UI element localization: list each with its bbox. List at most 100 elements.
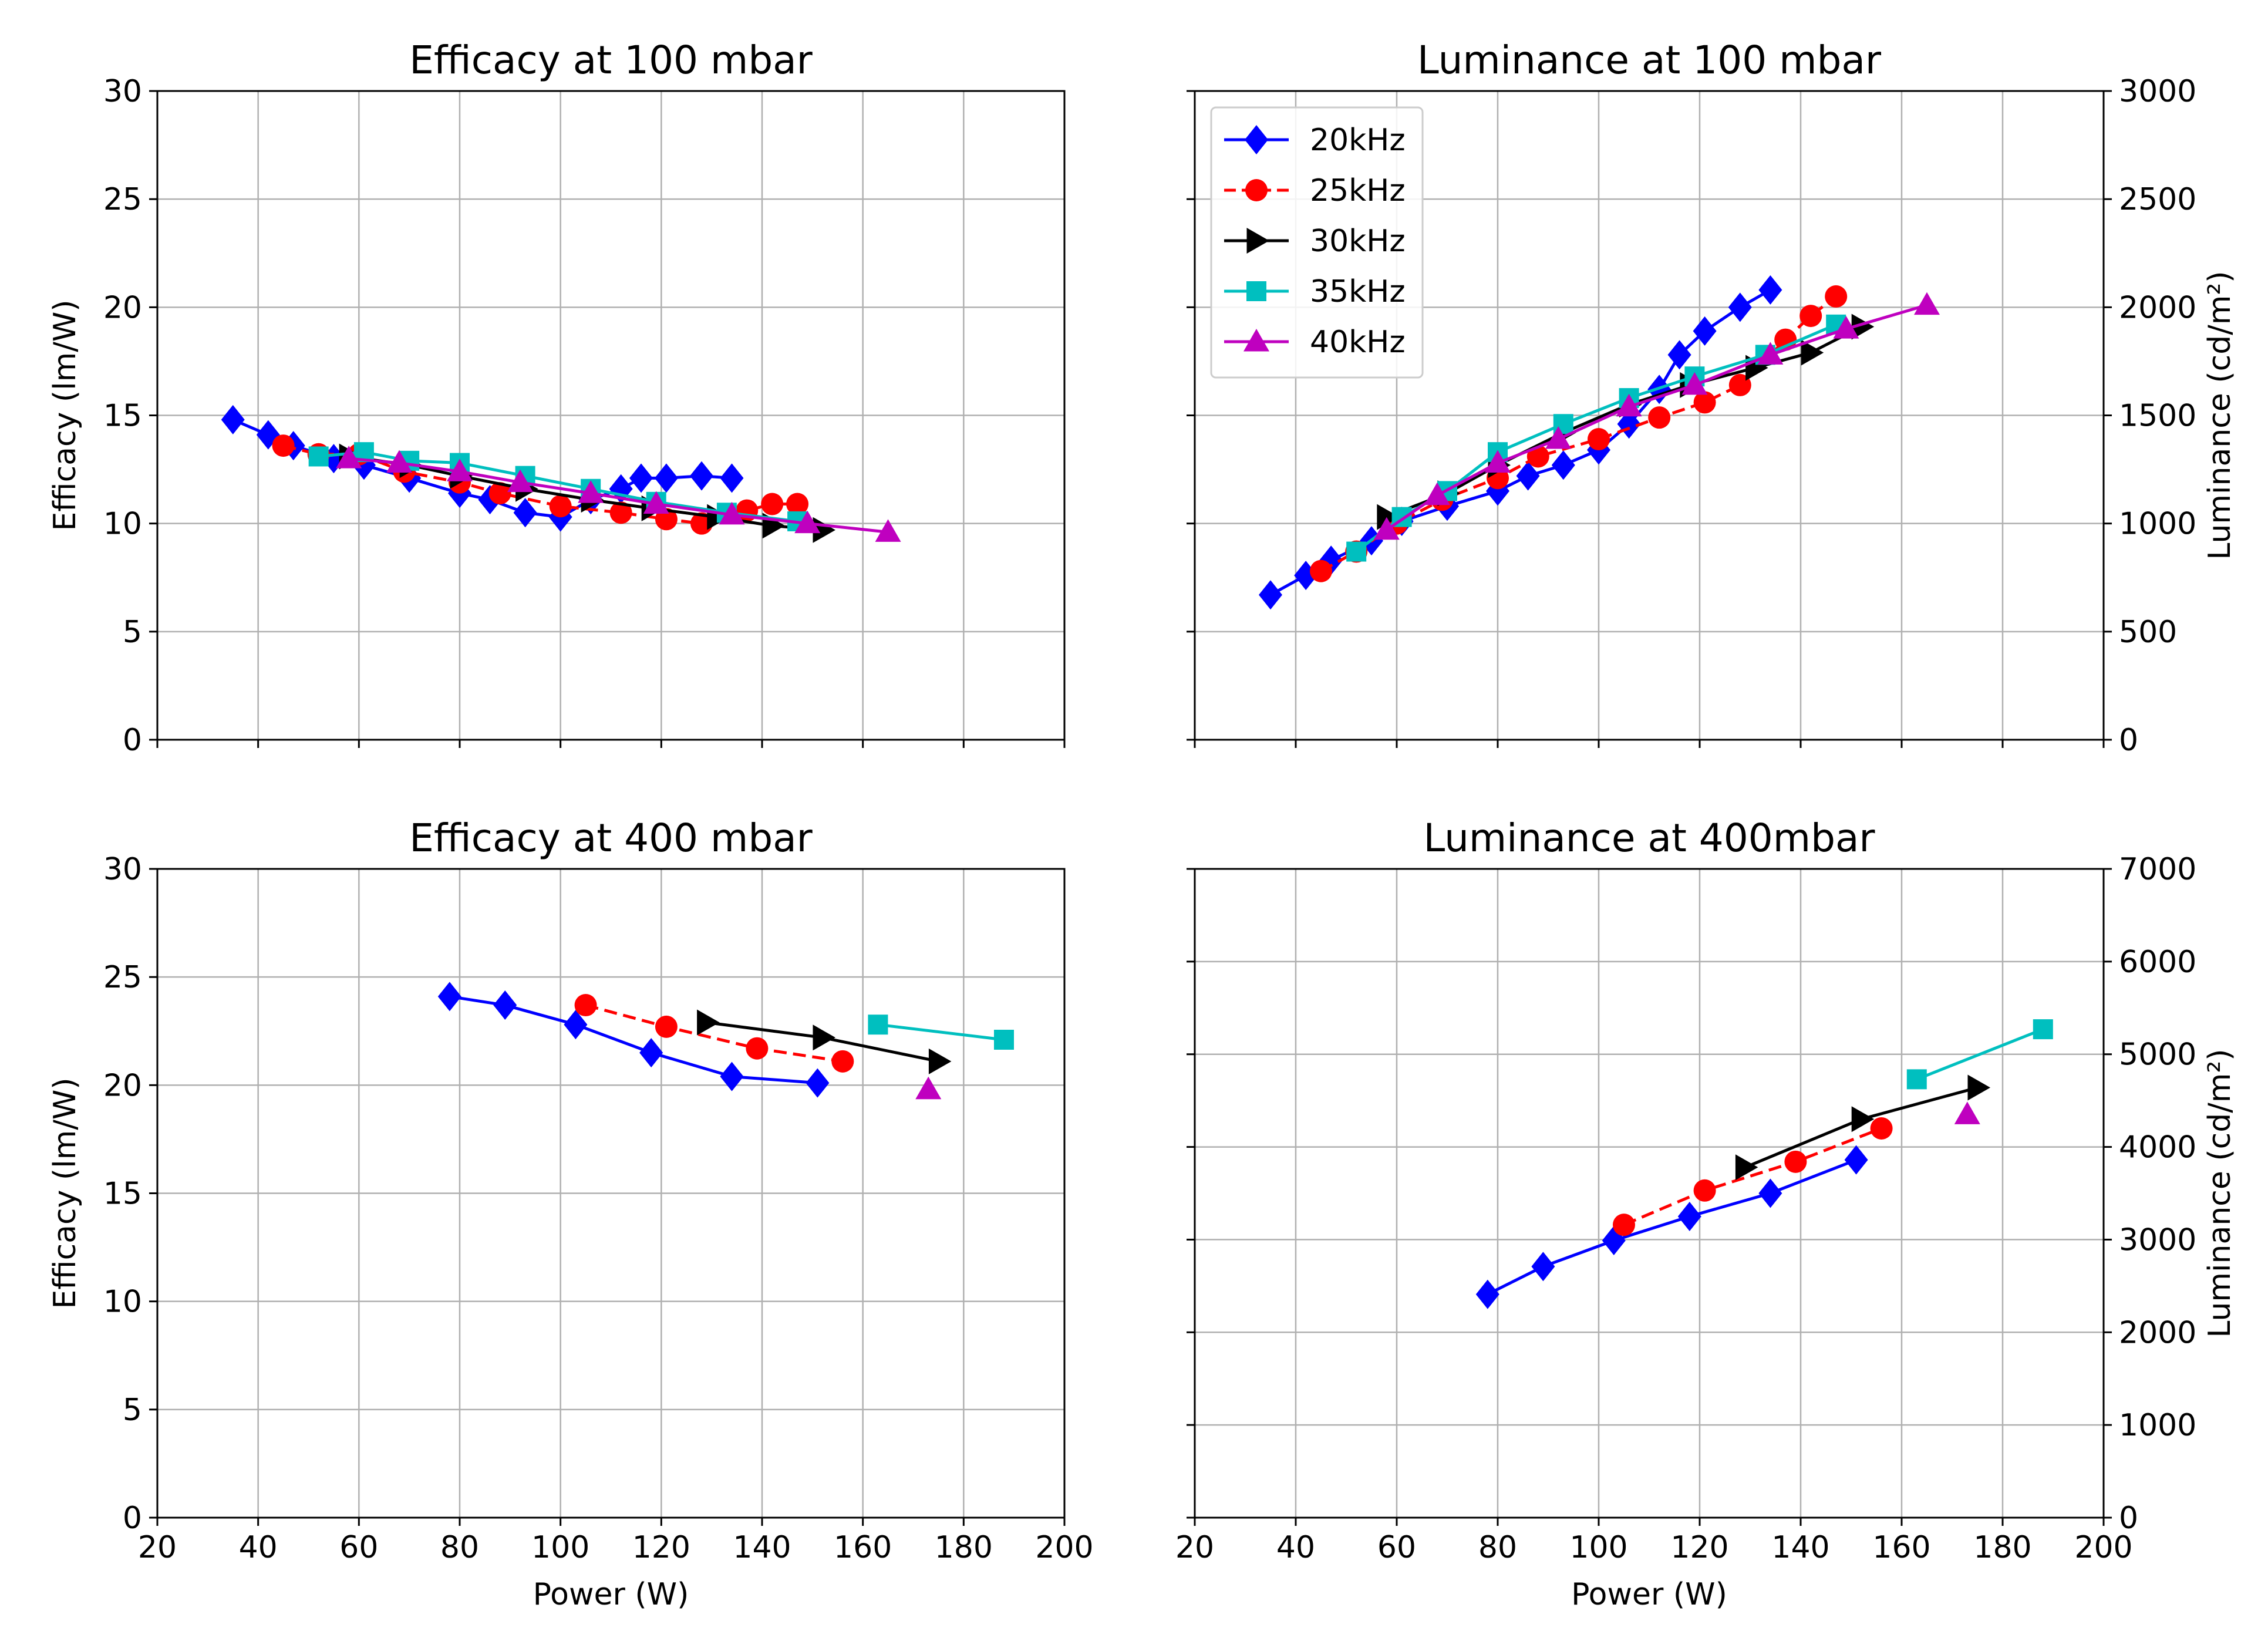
legend-label: 25kHz <box>1310 173 1406 208</box>
y-tick-label: 30 <box>103 74 142 109</box>
y-tick-label: 15 <box>103 1177 142 1212</box>
y-axis-label: Luminance (cd/m²) <box>2202 271 2237 560</box>
y-tick-label: 10 <box>103 1285 142 1320</box>
y-tick-label: 20 <box>103 290 142 325</box>
x-tick-label: 20 <box>138 1530 177 1565</box>
series-line-35kHz <box>878 1023 1005 1042</box>
data-point-35kHz <box>2033 1019 2053 1040</box>
data-point-25kHz <box>1693 391 1716 414</box>
series-layer <box>221 405 901 543</box>
series-layer <box>1475 1019 2053 1309</box>
x-axis-label: Power (W) <box>1571 1577 1727 1612</box>
legend-label: 30kHz <box>1310 224 1406 259</box>
data-point-25kHz <box>488 482 511 505</box>
data-point-30kHz <box>1377 504 1400 530</box>
data-point-20kHz <box>1844 1145 1868 1175</box>
legend-label: 20kHz <box>1310 123 1406 158</box>
chart-panel-1: 0 5 10 15 20 25 30 Efficacy at 100 mbar Efficacy… <box>48 38 1066 758</box>
x-tick-label: 40 <box>239 1530 278 1565</box>
data-point-40kHz <box>1833 316 1859 339</box>
data-point-40kHz <box>1545 426 1572 449</box>
data-point-40kHz <box>447 459 473 481</box>
data-point-25kHz <box>1310 560 1332 582</box>
data-point-40kHz <box>386 450 412 473</box>
data-point-40kHz <box>1616 393 1642 417</box>
data-point-20kHz <box>1475 1279 1499 1309</box>
data-point-35kHz <box>868 1015 888 1035</box>
data-point-25kHz <box>1613 1214 1635 1236</box>
data-point-20kHz <box>720 1061 744 1091</box>
x-tick-label: 180 <box>1973 1530 2031 1565</box>
data-point-40kHz <box>1424 482 1450 505</box>
chart-panel-3: 20 40 60 80 100 120 140 160 180 200 0 5 10 15 20 25 30 Ef… <box>48 815 1094 1612</box>
data-point-20kHz <box>1259 580 1282 610</box>
data-point-40kHz <box>915 1076 942 1100</box>
data-point-20kHz <box>639 1038 663 1068</box>
y-tick-label: 1500 <box>2119 399 2196 434</box>
data-point-40kHz <box>1373 517 1400 540</box>
data-point-20kHz <box>1551 450 1575 480</box>
x-tick-label: 140 <box>733 1530 791 1565</box>
x-tick-label: 60 <box>339 1530 378 1565</box>
data-point-20kHz <box>1693 316 1717 346</box>
y-tick-label: 25 <box>103 182 142 217</box>
y-tick-label: 1000 <box>2119 1408 2196 1443</box>
data-point-30kHz <box>1851 314 1875 340</box>
data-point-20kHz <box>1677 1201 1701 1231</box>
data-point-20kHz <box>1667 340 1691 370</box>
x-tick-label: 160 <box>1872 1530 1930 1565</box>
chart-title: Efficacy at 400 mbar <box>409 815 813 861</box>
legend-marker-25kHz <box>1245 179 1268 201</box>
data-point-30kHz <box>1851 1106 1875 1133</box>
y-axis-label: Luminance (cd/m²) <box>2202 1049 2237 1337</box>
data-point-25kHz <box>761 493 784 515</box>
x-tick-label: 80 <box>440 1530 479 1565</box>
data-point-30kHz <box>1967 1074 1990 1101</box>
data-point-40kHz <box>643 491 669 514</box>
data-point-30kHz <box>1801 339 1824 366</box>
data-point-40kHz <box>1954 1101 1980 1124</box>
data-point-25kHz <box>655 1015 678 1038</box>
x-tick-label: 160 <box>834 1530 892 1565</box>
data-point-25kHz <box>272 434 295 457</box>
series-line-25kHz <box>585 1003 843 1063</box>
data-point-40kHz <box>507 469 533 493</box>
y-axis-label: Efficacy (lm/W) <box>48 1077 83 1309</box>
x-tick-label: 100 <box>531 1530 589 1565</box>
y-tick-label: 4000 <box>2119 1130 2196 1165</box>
series-layer <box>437 982 1014 1100</box>
y-tick-label: 25 <box>103 960 142 995</box>
data-point-35kHz <box>994 1029 1014 1050</box>
data-point-40kHz <box>794 510 821 534</box>
y-tick-label: 500 <box>2119 615 2177 650</box>
legend-marker-35kHz <box>1246 281 1266 301</box>
data-point-30kHz <box>928 1048 952 1074</box>
data-point-20kHz <box>493 990 517 1020</box>
data-point-25kHz <box>786 493 809 515</box>
data-point-25kHz <box>1825 285 1848 308</box>
y-tick-label: 3000 <box>2119 1222 2196 1258</box>
legend-frame <box>1210 106 1424 379</box>
chart-panel-4: 20 40 60 80 100 120 140 160 180 2000 1000 2000 3000 4… <box>1175 815 2237 1612</box>
data-point-40kHz <box>1485 450 1511 473</box>
y-tick-label: 0 <box>123 1501 142 1536</box>
data-point-25kHz <box>1588 428 1610 451</box>
data-point-40kHz <box>578 480 604 503</box>
plot-frame <box>1194 868 2105 1519</box>
data-point-25kHz <box>609 501 632 524</box>
y-tick-label: 2000 <box>2119 1315 2196 1350</box>
data-point-40kHz <box>1914 292 1940 315</box>
x-tick-label: 200 <box>1035 1530 1093 1565</box>
data-point-25kHz <box>1799 305 1822 328</box>
data-point-25kHz <box>1526 445 1549 468</box>
y-tick-label: 15 <box>103 399 142 434</box>
x-tick-label: 20 <box>1175 1530 1214 1565</box>
y-tick-label: 20 <box>103 1068 142 1103</box>
data-point-40kHz <box>719 501 745 525</box>
data-point-20kHz <box>513 498 537 528</box>
data-point-30kHz <box>813 1024 835 1051</box>
data-point-20kHz <box>720 463 744 493</box>
x-tick-label: 180 <box>935 1530 993 1565</box>
data-point-20kHz <box>629 463 653 493</box>
